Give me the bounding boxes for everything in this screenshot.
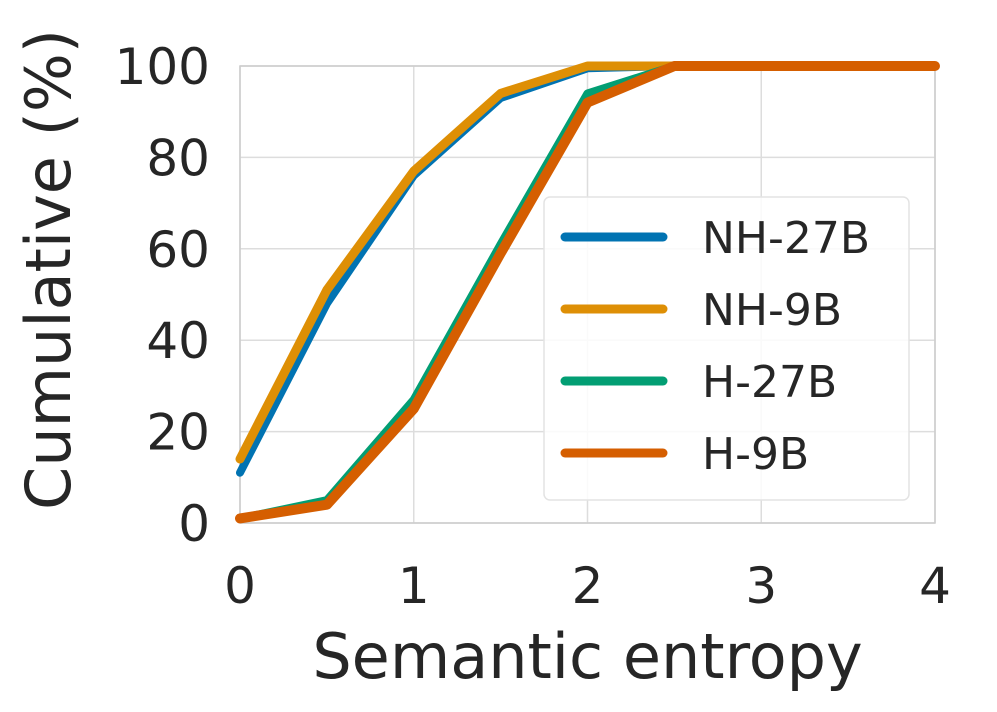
legend-box — [543, 196, 910, 501]
y-tick-labels: 0 20 40 60 80 100 — [115, 38, 210, 553]
x-tick-label: 3 — [745, 557, 777, 615]
legend-label: NH-27B — [702, 213, 870, 264]
y-axis-label: Cumulative (%) — [12, 29, 85, 510]
series-layer — [235, 61, 940, 524]
y-tick-label: 60 — [146, 221, 210, 279]
x-tick-label: 1 — [398, 557, 430, 615]
x-tick-label: 0 — [224, 557, 256, 615]
y-tick-label: 0 — [178, 495, 210, 553]
legend-label: NH-9B — [702, 285, 842, 336]
series-line-h-9b — [235, 61, 940, 524]
y-tick-label: 80 — [146, 129, 210, 187]
x-tick-labels: 0 1 2 3 4 — [224, 557, 951, 615]
legend-label: H-27B — [702, 357, 837, 408]
legend: NH-27B NH-9B H-27B H-9B — [543, 196, 910, 501]
x-tick-label: 2 — [572, 557, 604, 615]
y-tick-label: 20 — [146, 404, 210, 462]
legend-label: H-9B — [702, 429, 809, 480]
x-axis-label: Semantic entropy — [312, 620, 862, 693]
y-tick-label: 100 — [115, 38, 210, 96]
y-tick-label: 40 — [146, 312, 210, 370]
x-tick-label: 4 — [919, 557, 951, 615]
